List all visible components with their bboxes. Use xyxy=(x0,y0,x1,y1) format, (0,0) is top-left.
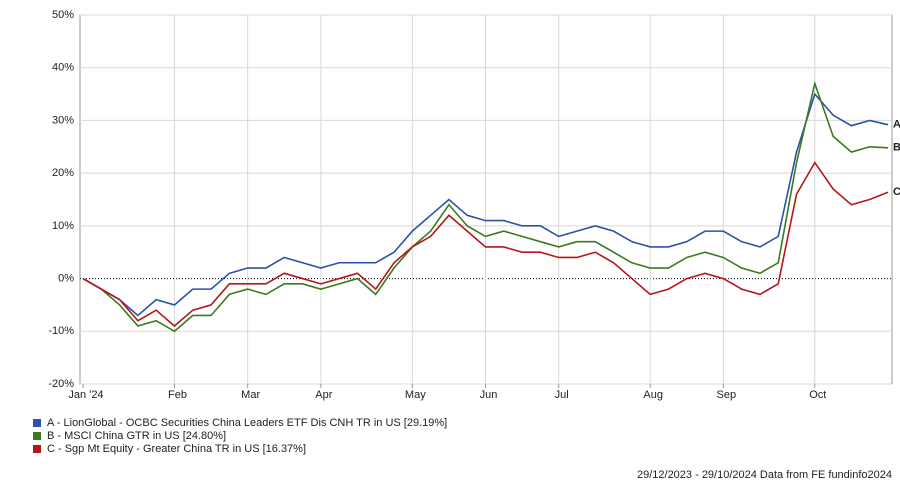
x-tick-label: Apr xyxy=(315,389,332,401)
x-tick-label: Jan '24 xyxy=(68,389,103,401)
legend-swatch xyxy=(33,445,41,453)
y-tick-label: 0% xyxy=(58,272,74,284)
footer: 29/12/2023 - 29/10/2024 Data from FE fun… xyxy=(637,469,892,481)
y-tick-label: 50% xyxy=(52,9,74,21)
x-tick-label: Oct xyxy=(809,389,826,401)
series-line xyxy=(82,161,889,328)
x-tick-label: Jul xyxy=(555,389,569,401)
series-line xyxy=(82,92,889,317)
x-tick-label: Aug xyxy=(643,389,663,401)
x-tick-label: Mar xyxy=(241,389,260,401)
end-label: B xyxy=(893,142,900,154)
legend-label: C - Sgp Mt Equity - Greater China TR in … xyxy=(47,443,306,455)
x-tick-label: Sep xyxy=(717,389,737,401)
end-label: C xyxy=(893,186,900,198)
y-tick-label: 40% xyxy=(52,62,74,74)
y-tick-label: 30% xyxy=(52,114,74,126)
series-line xyxy=(82,80,889,333)
legend-swatch xyxy=(33,432,41,440)
legend-label: B - MSCI China GTR in US [24.80%] xyxy=(47,430,226,442)
x-tick-label: Feb xyxy=(168,389,187,401)
y-tick-label: -10% xyxy=(48,325,74,337)
y-tick-label: 20% xyxy=(52,167,74,179)
y-tick-label: -20% xyxy=(48,378,74,390)
x-tick-label: Jun xyxy=(480,389,498,401)
legend-label: A - LionGlobal - OCBC Securities China L… xyxy=(47,417,447,429)
legend-swatch xyxy=(33,419,41,427)
end-label: A xyxy=(893,119,900,131)
y-tick-label: 10% xyxy=(52,220,74,232)
x-tick-label: May xyxy=(405,389,426,401)
